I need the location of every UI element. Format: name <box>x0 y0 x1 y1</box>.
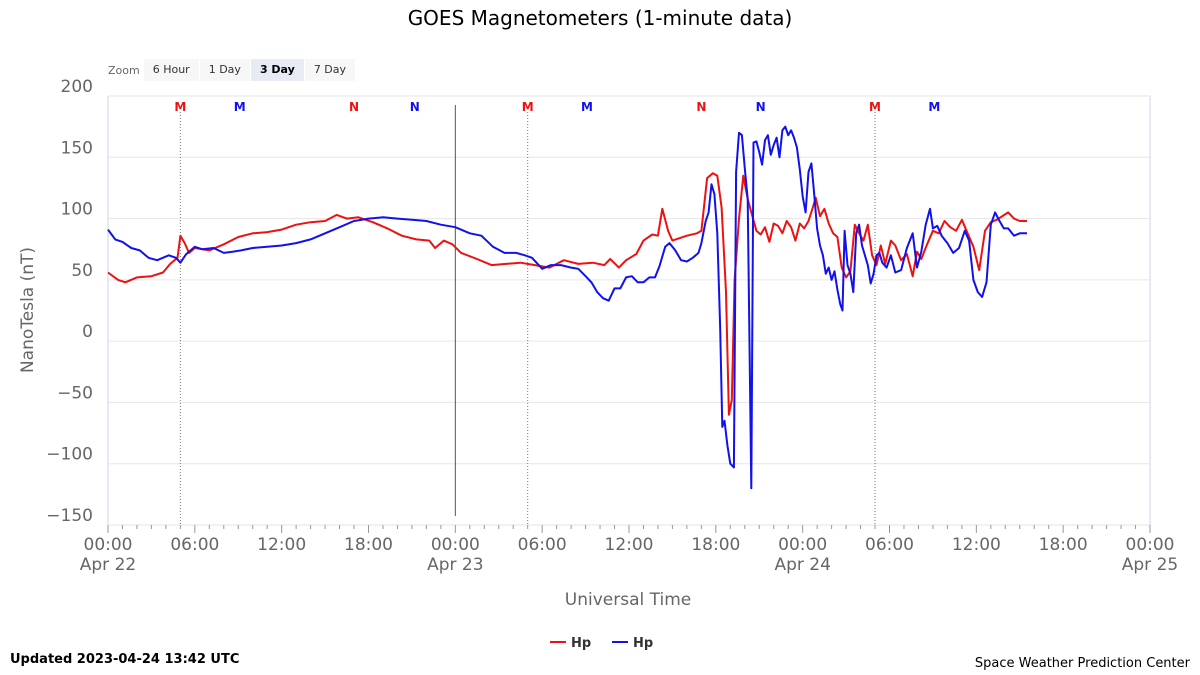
y-tick-label: −50 <box>57 383 93 403</box>
chart-title: GOES Magnetometers (1-minute data) <box>408 6 793 30</box>
x-axis-ticks <box>107 525 1151 533</box>
x-axis-title: Universal Time <box>565 590 691 610</box>
marker-label: N <box>756 100 766 114</box>
x-tick-label: 06:00 <box>865 535 914 555</box>
zoom-6-hour-button[interactable]: 6 Hour <box>143 59 199 81</box>
marker-label: M <box>234 100 246 114</box>
x-tick-label: 00:00 <box>84 535 133 555</box>
x-date-label: Apr 23 <box>427 555 483 575</box>
series-lines <box>107 125 1027 490</box>
marker-label: M <box>869 100 881 114</box>
zoom-7-day-button[interactable]: 7 Day <box>304 59 356 81</box>
x-tick-label: 12:00 <box>952 535 1001 555</box>
series-line-2 <box>107 125 1027 490</box>
marker-label: N <box>696 100 706 114</box>
legend-label: Hp <box>571 636 591 651</box>
zoom-3-day-button[interactable]: 3 Day <box>250 59 304 81</box>
zoom-label: Zoom <box>108 63 140 77</box>
marker-label: M <box>522 100 534 114</box>
x-tick-label: 00:00 <box>431 535 480 555</box>
y-tick-label: 0 <box>82 322 93 342</box>
x-tick-label: 00:00 <box>778 535 827 555</box>
x-tick-label: 00:00 <box>1126 535 1175 555</box>
x-date-label: Apr 22 <box>80 555 136 575</box>
marker-label: M <box>581 100 593 114</box>
x-tick-label: 06:00 <box>170 535 219 555</box>
legend-label: Hp <box>633 636 653 651</box>
credit-text: Space Weather Prediction Center <box>974 656 1190 671</box>
x-tick-label: 18:00 <box>691 535 740 555</box>
y-tick-label: 200 <box>61 77 93 97</box>
x-tick-label: 18:00 <box>344 535 393 555</box>
y-tick-label: −100 <box>46 445 93 465</box>
x-date-label: Apr 24 <box>774 555 830 575</box>
grid <box>107 95 1151 526</box>
x-date-label: Apr 25 <box>1122 555 1178 575</box>
y-axis-labels: 200 150 100 50 0 −50 −100 −150 <box>46 77 93 526</box>
x-tick-label: 18:00 <box>1039 535 1088 555</box>
legend: Hp Hp <box>550 636 653 651</box>
marker-label: N <box>349 100 359 114</box>
x-tick-label: 12:00 <box>605 535 654 555</box>
zoom-1-day-button[interactable]: 1 Day <box>199 59 250 81</box>
y-tick-label: 100 <box>61 200 93 220</box>
zoom-selector: Zoom 6 Hour 1 Day 3 Day 7 Day <box>108 59 356 81</box>
y-tick-label: 50 <box>71 261 93 281</box>
x-tick-label: 12:00 <box>257 535 306 555</box>
x-tick-label: 06:00 <box>518 535 567 555</box>
marker-label: N <box>410 100 420 114</box>
y-tick-label: −150 <box>46 506 93 526</box>
y-tick-label: 150 <box>61 138 93 158</box>
marker-label: M <box>174 100 186 114</box>
y-axis-title: NanoTesla (nT) <box>18 247 38 373</box>
updated-timestamp: Updated 2023-04-24 13:42 UTC <box>10 652 240 667</box>
marker-label: M <box>928 100 940 114</box>
plot-frame <box>107 95 1151 526</box>
series-line-1 <box>107 172 1027 416</box>
